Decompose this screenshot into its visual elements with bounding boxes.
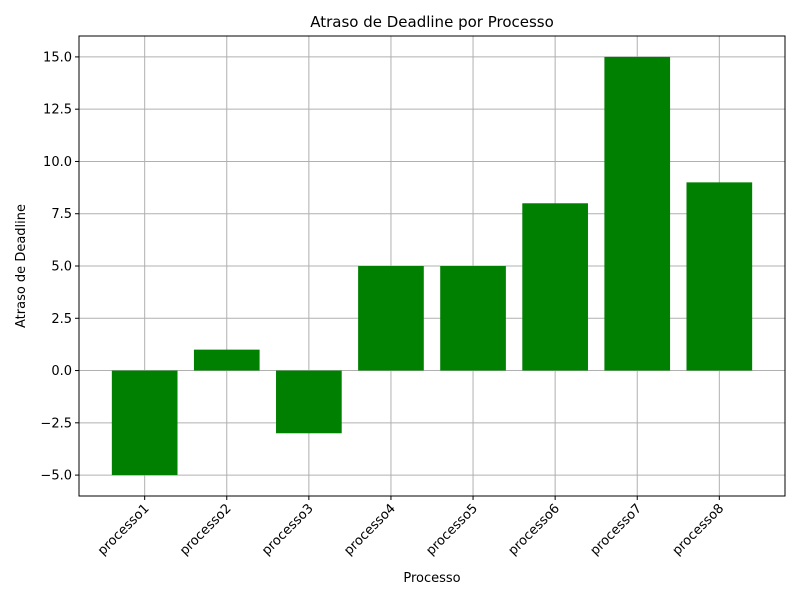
bar-processo6 (522, 203, 588, 371)
bar-processo1 (111, 370, 178, 476)
x-tick-label: processo6 (506, 501, 563, 558)
chart-title: Atraso de Deadline por Processo (310, 13, 554, 31)
y-axis-ticks: −5.0 −2.5 0.0 2.5 5.0 7.5 10.0 12.5 15.0 (40, 50, 79, 484)
y-tick-label: 15.0 (43, 50, 72, 65)
bar-processo4 (358, 266, 424, 371)
x-tick-label: processo1 (95, 501, 152, 558)
y-tick-label: −5.0 (40, 469, 72, 484)
x-tick-label: processo2 (177, 501, 234, 558)
x-tick-label: processo4 (341, 501, 398, 558)
y-tick-label: 0.0 (51, 364, 72, 379)
y-tick-label: 10.0 (43, 155, 72, 170)
y-tick-label: 2.5 (51, 312, 72, 327)
x-axis-ticks: processo1 processo2 processo3 processo4 proc… (95, 496, 727, 559)
bar-processo5 (440, 266, 506, 371)
bar-processo7 (604, 56, 671, 371)
bar-processo8 (686, 182, 753, 371)
grid-lines (79, 36, 785, 496)
y-tick-label: 5.0 (51, 260, 72, 275)
bar-processo3 (276, 370, 342, 434)
x-tick-label: processo7 (588, 501, 645, 558)
y-tick-label: 12.5 (43, 103, 72, 118)
y-tick-label: 7.5 (51, 207, 72, 222)
y-axis-label: Atraso de Deadline (14, 204, 29, 328)
y-tick-label: −2.5 (40, 416, 72, 431)
bar-processo2 (193, 349, 260, 371)
x-tick-label: processo5 (423, 501, 480, 558)
x-axis-label: Processo (403, 571, 460, 586)
bars (111, 56, 753, 476)
x-tick-label: processo3 (259, 501, 316, 558)
x-tick-label: processo8 (670, 501, 727, 558)
